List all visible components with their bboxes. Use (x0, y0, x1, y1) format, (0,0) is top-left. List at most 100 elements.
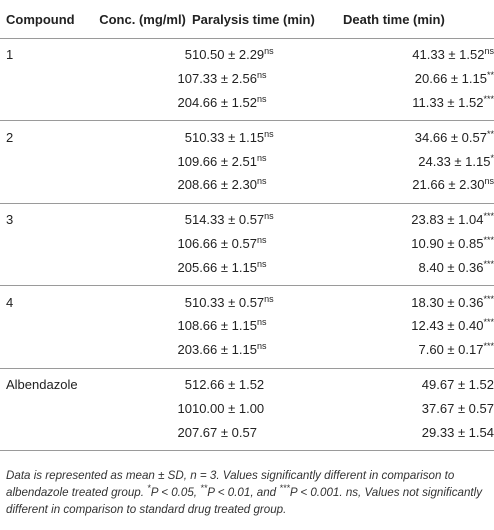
death-time-cell: 24.33 ± 1.15* (343, 149, 494, 173)
significance-marker: ns (256, 93, 267, 104)
significance-marker: ns (264, 46, 274, 57)
paralysis-value: 4.66 ± 1.52 (191, 94, 257, 110)
footnote-text: Data is represented as mean ± SD, n = 3.… (6, 469, 455, 499)
table-row: 10 8.66 ± 1.15ns 12.43 ± 0.40*** (0, 314, 494, 338)
header-death-time: Death time (min) (342, 0, 494, 39)
significance-marker: *** (483, 341, 494, 352)
paralysis-time-cell: 3.66 ± 1.15ns (192, 338, 343, 368)
results-table: Compound Conc. (mg/ml) Paralysis time (m… (0, 0, 494, 451)
paralysis-time-cell: 6.66 ± 0.57ns (192, 232, 343, 256)
significance-marker: ns (256, 341, 267, 352)
header-paralysis-time: Paralysis time (min) (191, 0, 343, 39)
death-time-cell: 18.30 ± 0.36*** (343, 286, 494, 314)
paralysis-time-cell: 10.33 ± 0.57ns (192, 286, 343, 314)
death-value: 49.67 ± 1.52 (421, 376, 494, 392)
concentration-cell: 20 (177, 177, 192, 193)
header-row: Compound Conc. (mg/ml) Paralysis time (m… (0, 0, 494, 39)
death-value: 34.66 ± 0.57 (414, 129, 487, 145)
significance-marker: ns (256, 258, 267, 269)
significance-marker: ns (256, 234, 267, 245)
death-time-cell: 12.43 ± 0.40*** (343, 314, 494, 338)
death-time-cell: 7.60 ± 0.17*** (343, 338, 494, 368)
concentration-cell: 5 (184, 129, 192, 145)
paralysis-value: 10.50 ± 2.29 (191, 47, 265, 63)
significance-marker: ns (264, 293, 274, 304)
death-value: 7.60 ± 0.17 (418, 342, 484, 358)
death-time-cell: 8.40 ± 0.36*** (343, 255, 494, 285)
table-row: 10 10.00 ± 1.00 37.67 ± 0.57 (0, 396, 494, 420)
compound-cell (0, 255, 99, 285)
death-time-cell: 37.67 ± 0.57 (343, 396, 494, 420)
concentration-cell: 20 (177, 342, 192, 358)
table-row: 10 7.33 ± 2.56ns 20.66 ± 1.15** (0, 67, 494, 91)
compound-cell (0, 314, 99, 338)
death-time-cell: 20.66 ± 1.15** (343, 67, 494, 91)
significance-marker: *** (483, 258, 494, 269)
compound-group: 2 5 10.33 ± 1.15ns 34.66 ± 0.57** 10 9.66 ± 2… (0, 121, 494, 204)
death-time-cell: 34.66 ± 0.57** (343, 121, 494, 149)
header-concentration: Conc. (mg/ml) (99, 0, 192, 39)
death-value: 37.67 ± 0.57 (421, 400, 494, 416)
paralysis-time-cell: 8.66 ± 2.30ns (192, 173, 343, 203)
table-row: 10 9.66 ± 2.51ns 24.33 ± 1.15* (0, 149, 494, 173)
paralysis-time-cell: 8.66 ± 1.15ns (192, 314, 343, 338)
compound-group: 1 5 10.50 ± 2.29ns 41.33 ± 1.52ns 10 7.33 ± 2… (0, 39, 494, 121)
death-value: 10.90 ± 0.85 (411, 235, 484, 251)
significance-marker: ns (256, 176, 267, 187)
table-row: Albendazole 5 12.66 ± 1.52 49.67 ± 1.52 (0, 368, 494, 396)
death-time-cell: 23.83 ± 1.04*** (343, 203, 494, 231)
concentration-cell: 20 (177, 424, 192, 440)
compound-cell (0, 232, 99, 256)
table-row: 20 5.66 ± 1.15ns 8.40 ± 0.36*** (0, 255, 494, 285)
death-value: 23.83 ± 1.04 (411, 212, 484, 228)
table-row: 20 7.67 ± 0.57 29.33 ± 1.54 (0, 420, 494, 450)
paralysis-time-cell: 12.66 ± 1.52 (192, 368, 343, 396)
table-row: 4 5 10.33 ± 0.57ns 18.30 ± 0.36*** (0, 286, 494, 314)
compound-cell (0, 338, 99, 368)
concentration-cell: 10 (177, 71, 192, 87)
death-time-cell: 29.33 ± 1.54 (343, 420, 494, 450)
death-value: 12.43 ± 0.40 (411, 318, 484, 334)
footnote-text: P < 0.001. ns, Values not significantly … (6, 486, 483, 516)
compound-group: Albendazole 5 12.66 ± 1.52 49.67 ± 1.52 10 10… (0, 368, 494, 451)
death-value: 11.33 ± 1.52 (412, 94, 484, 110)
footnote-symbol: * (147, 483, 151, 493)
paralysis-value: 8.66 ± 1.15 (191, 318, 257, 334)
concentration-cell: 5 (184, 294, 192, 310)
paralysis-value: 10.00 ± 1.00 (191, 400, 265, 416)
death-value: 24.33 ± 1.15 (418, 153, 491, 169)
footnote-text: P < 0.05, (150, 486, 201, 499)
table-row: 20 8.66 ± 2.30ns 21.66 ± 2.30ns (0, 173, 494, 203)
death-time-cell: 41.33 ± 1.52ns (343, 39, 494, 67)
paralysis-time-cell: 9.66 ± 2.51ns (192, 149, 343, 173)
table-footnote: Data is represented as mean ± SD, n = 3.… (6, 467, 492, 518)
compound-cell (0, 67, 99, 91)
death-value: 18.30 ± 0.36 (411, 294, 484, 310)
footnote-symbol: ** (200, 483, 208, 493)
compound-cell (0, 396, 99, 420)
paralysis-value: 7.67 ± 0.57 (191, 424, 257, 440)
table-row: 20 4.66 ± 1.52ns 11.33 ± 1.52*** (0, 91, 494, 121)
compound-group: 4 5 10.33 ± 0.57ns 18.30 ± 0.36*** 10 8.66 ± … (0, 286, 494, 369)
compound-cell (0, 420, 99, 450)
significance-marker: ns (484, 176, 494, 187)
death-value: 8.40 ± 0.36 (418, 259, 484, 275)
significance-marker: ns (264, 211, 274, 222)
table-row: 3 5 14.33 ± 0.57ns 23.83 ± 1.04*** (0, 203, 494, 231)
significance-marker: *** (483, 93, 494, 104)
paralysis-value: 9.66 ± 2.51 (191, 153, 257, 169)
header-compound: Compound (0, 0, 100, 39)
paralysis-time-cell: 7.67 ± 0.57 (192, 420, 343, 450)
paralysis-value: 8.66 ± 2.30 (191, 177, 257, 193)
significance-marker: ** (486, 70, 494, 81)
paralysis-value: 3.66 ± 1.15 (191, 342, 257, 358)
significance-marker: *** (483, 293, 494, 304)
paralysis-time-cell: 5.66 ± 1.15ns (192, 255, 343, 285)
compound-cell: 1 (6, 47, 14, 63)
paralysis-value: 12.66 ± 1.52 (191, 376, 265, 392)
significance-marker: ** (486, 128, 494, 139)
concentration-cell: 5 (184, 212, 192, 228)
significance-marker: *** (483, 317, 494, 328)
concentration-cell: 10 (177, 318, 192, 334)
paralysis-time-cell: 10.00 ± 1.00 (192, 396, 343, 420)
